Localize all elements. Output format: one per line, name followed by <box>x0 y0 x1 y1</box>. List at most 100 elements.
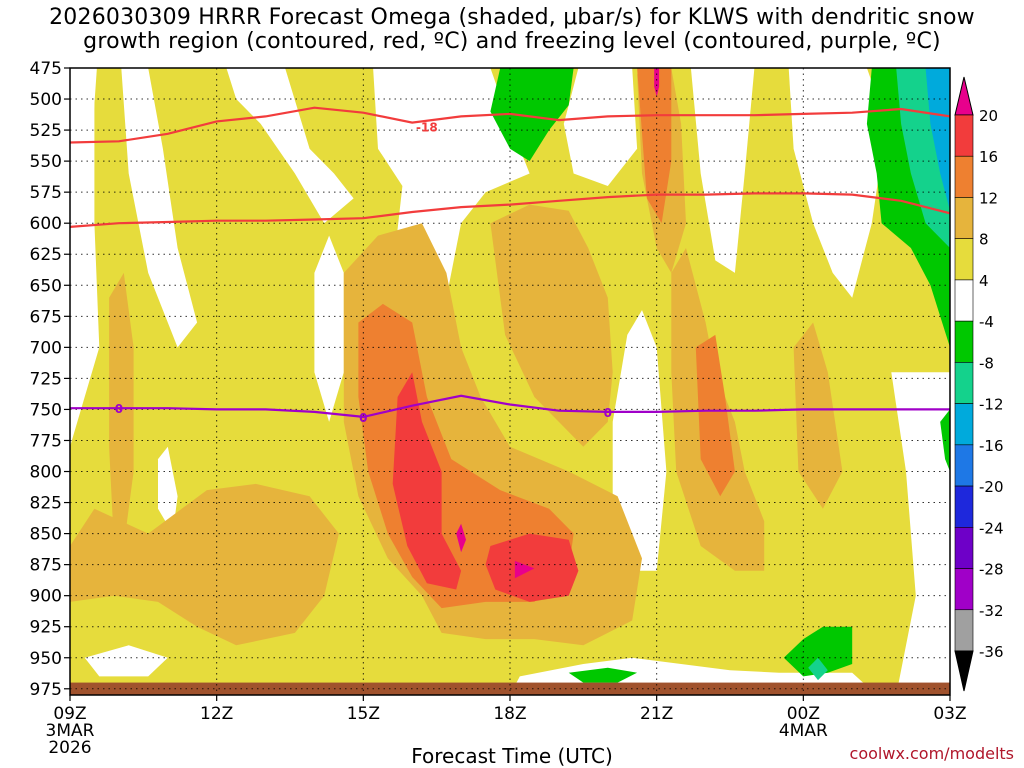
omega-white-i <box>158 446 178 534</box>
omega-neg4-a <box>490 68 574 162</box>
chart-title-line-1: 2026030309 HRRR Forecast Omega (shaded, … <box>49 5 975 30</box>
colorbar-swatch-7 <box>954 362 974 404</box>
y-tick-label-500: 500 <box>30 90 62 110</box>
x-tick-year-09Z: 2026 <box>48 738 91 758</box>
colorbar-label-1: 16 <box>979 148 998 166</box>
site-credit: coolwx.com/modelts <box>849 744 1014 763</box>
x-tick-label-00Z: 00Z <box>787 704 820 724</box>
x-tick-label-21Z: 21Z <box>640 704 673 724</box>
y-tick-label-675: 675 <box>30 307 62 327</box>
colorbar-label-10: -24 <box>979 519 1004 537</box>
omega-20-c <box>654 68 660 97</box>
omega-white-h <box>788 68 887 298</box>
x-tick-label-09Z: 09Z <box>53 704 86 724</box>
colorbar-swatch-1 <box>954 114 974 157</box>
contour-label-1: -18 <box>416 120 438 134</box>
x-tick-label-03Z: 03Z <box>933 704 966 724</box>
contour-line-1 <box>70 106 950 144</box>
colorbar-swatch-10 <box>954 485 974 528</box>
omega-neg4-d <box>568 667 638 683</box>
y-tick-label-875: 875 <box>30 556 62 576</box>
omega-neg4-c <box>783 626 853 677</box>
colorbar-label-7: -12 <box>979 396 1004 414</box>
contour-label-3-3: 0 <box>604 406 612 420</box>
x-axis-title: Forecast Time (UTC) <box>411 744 613 768</box>
x-tick-label-12Z: 12Z <box>200 704 233 724</box>
colorbar-label-4: 4 <box>979 272 989 290</box>
omega-16-a <box>392 372 462 590</box>
y-tick-label-625: 625 <box>30 245 62 265</box>
omega-8-g <box>793 322 843 509</box>
y-tick-label-600: 600 <box>30 214 62 234</box>
colorbar-swatch-2 <box>954 155 974 198</box>
colorbar-swatch-8 <box>954 403 974 446</box>
x-tick-label-18Z: 18Z <box>493 704 526 724</box>
omega-white-right <box>891 372 950 695</box>
omega-8-a <box>109 272 134 546</box>
colorbar-swatch-6 <box>954 320 974 363</box>
colorbar-bottom-triangle <box>954 650 974 692</box>
omega-8-b <box>70 483 339 646</box>
y-tick-label-825: 825 <box>30 494 62 514</box>
colorbar-swatch-9 <box>954 444 974 487</box>
y-tick-label-650: 650 <box>30 276 62 296</box>
colorbar-swatch-12 <box>954 568 974 611</box>
contour-label-3: 0 <box>115 402 123 416</box>
omega-20-b <box>514 560 535 579</box>
colorbar-label-8: -16 <box>979 437 1004 455</box>
contour-line-3 <box>70 394 950 419</box>
y-tick-label-975: 975 <box>30 680 62 700</box>
colorbar-label-13: -36 <box>979 643 1004 661</box>
y-tick-label-475: 475 <box>30 59 62 79</box>
colorbar-label-9: -20 <box>979 478 1004 496</box>
contour-label-3-2: 0 <box>359 411 367 425</box>
y-tick-label-550: 550 <box>30 152 62 172</box>
colorbar-swatch-3 <box>954 197 974 239</box>
omega-20-a <box>456 523 466 553</box>
colorbar-label-2: 12 <box>979 189 998 207</box>
colorbar-label-6: -8 <box>979 354 994 372</box>
chart-title-line-2: growth region (contoured, red, ºC) and f… <box>83 29 941 54</box>
y-tick-label-950: 950 <box>30 649 62 669</box>
colorbar-label-0: 20 <box>979 107 998 125</box>
colorbar-top-triangle <box>954 76 974 116</box>
omega-white-g <box>690 68 755 273</box>
colorbar: 20 16 12 8 4 -4 -8 -12 -16 -20 -24 -28 -32 -36 <box>954 76 1004 692</box>
y-tick-label-775: 775 <box>30 431 62 451</box>
y-tick-label-575: 575 <box>30 183 62 203</box>
omega-white-f <box>612 310 667 571</box>
omega-8-d <box>490 204 613 447</box>
omega-white-c <box>314 235 344 422</box>
colorbar-label-11: -28 <box>979 561 1004 579</box>
colorbar-label-3: 8 <box>979 231 989 249</box>
contour-line-2 <box>70 192 950 228</box>
y-tick-label-850: 850 <box>30 525 62 545</box>
omega-12-b <box>637 68 672 224</box>
x-tick-label-15Z: 15Z <box>347 704 380 724</box>
y-tick-label-900: 900 <box>30 587 62 607</box>
colorbar-swatch-5 <box>954 279 974 322</box>
omega-neg12-a <box>925 68 950 211</box>
omega-white-j <box>84 645 168 677</box>
y-axis: 475 500 525 550 575 600 625 650 675 700 725 750 775 8… <box>30 59 70 700</box>
chart-title: 2026030309 HRRR Forecast Omega (shaded, … <box>0 6 1024 54</box>
y-tick-label-800: 800 <box>30 463 62 483</box>
y-tick-label-750: 750 <box>30 400 62 420</box>
y-tick-label-925: 925 <box>30 618 62 638</box>
y-tick-label-700: 700 <box>30 338 62 358</box>
x-tick-date-09Z: 3MAR <box>46 721 95 741</box>
colorbar-swatch-4 <box>954 238 974 281</box>
omega-white-e <box>563 68 638 186</box>
colorbar-swatch-13 <box>954 609 974 652</box>
colorbar-swatch-11 <box>954 527 974 569</box>
y-tick-label-525: 525 <box>30 121 62 141</box>
omega-white-left <box>70 68 97 348</box>
x-tick-date-00Z: 4MAR <box>779 721 828 741</box>
omega-neg8-b <box>808 657 828 681</box>
colorbar-label-12: -32 <box>979 602 1004 620</box>
colorbar-label-5: -4 <box>979 313 994 331</box>
plot-grid <box>70 68 950 695</box>
omega-white-b <box>226 68 354 224</box>
